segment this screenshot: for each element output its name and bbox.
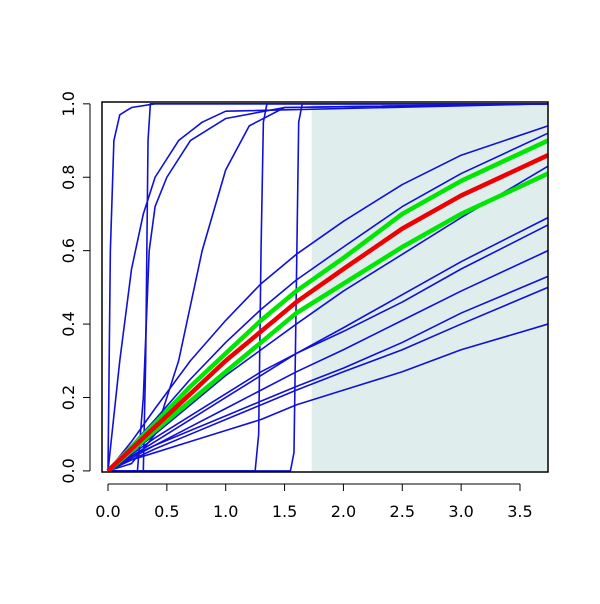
y-tick-label: 0.2 [59,385,78,410]
y-tick-label: 0.0 [59,458,78,483]
curve [107,286,549,472]
curve [107,323,549,472]
curve [107,165,549,472]
plot-box [101,101,549,473]
y-tick-label: 1.0 [59,91,78,116]
x-tick-label: 3.0 [448,502,473,521]
x-tick-label: 1.0 [213,502,238,521]
x-tick-label: 0.0 [95,502,120,521]
x-tick-label: 3.5 [507,502,532,521]
curve [107,103,549,472]
x-tick-label: 2.0 [331,502,356,521]
x-tick-label: 1.5 [272,502,297,521]
curve [106,153,549,473]
y-tick-label: 0.8 [59,165,78,190]
x-tick-label: 2.5 [390,502,415,521]
x-tick-label: 0.5 [154,502,179,521]
curve [107,275,549,472]
curve [107,103,549,471]
curve [107,216,549,472]
curve [108,103,549,472]
y-tick-label: 0.4 [59,311,78,336]
curve [108,103,548,472]
y-tick-label: 0.6 [59,238,78,263]
